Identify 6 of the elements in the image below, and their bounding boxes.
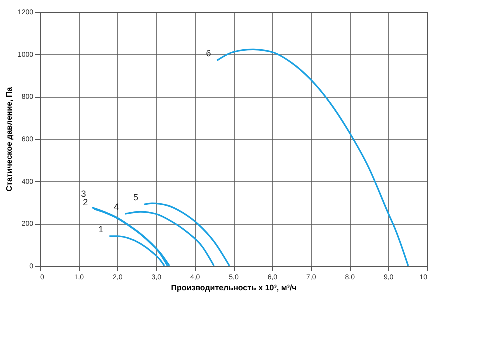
series-label: 1 — [98, 224, 104, 234]
series-label: 5 — [133, 192, 138, 203]
series-label: 3 — [81, 188, 86, 199]
x-axis-title: Производительность x 10³, м³/ч — [171, 284, 298, 292]
series-label: 2 — [83, 197, 88, 208]
y-axis-title: Статическое давление, Па — [4, 86, 14, 192]
